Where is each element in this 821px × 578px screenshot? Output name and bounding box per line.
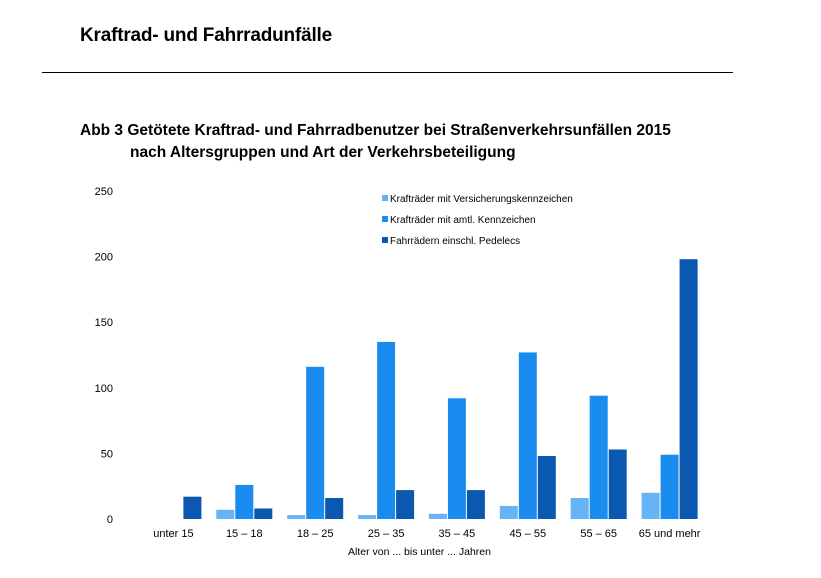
bar <box>641 492 660 519</box>
x-axis-ticks: unter 15 15 – 18 18 – 25 25 – 35 35 – 45 45 –… <box>153 528 701 540</box>
heading-divider <box>42 72 733 73</box>
bar <box>377 341 396 519</box>
figure-title-line2: nach Altersgruppen und Art der Verkehrsb… <box>130 144 516 161</box>
bar <box>306 366 325 519</box>
bar <box>254 508 273 519</box>
x-tick-label: 55 – 65 <box>580 528 617 540</box>
bar <box>679 259 698 519</box>
x-tick-label: unter 15 <box>153 528 193 540</box>
x-axis-title: Alter von ... bis unter ... Jahren <box>348 546 491 558</box>
x-tick-label: 15 – 18 <box>226 528 263 540</box>
legend-label: Krafträder mit Versicherungskennzeichen <box>390 194 573 205</box>
y-tick-label: 50 <box>101 448 113 460</box>
bar <box>358 515 377 519</box>
bar <box>589 395 608 519</box>
legend-swatch <box>382 195 388 201</box>
x-tick-label: 65 und mehr <box>639 528 701 540</box>
y-tick-label: 200 <box>95 252 113 264</box>
legend-swatch <box>382 237 388 243</box>
legend-swatch <box>382 216 388 222</box>
bar <box>466 490 485 519</box>
y-axis-ticks: 0 50 100 150 200 250 <box>95 186 113 526</box>
y-tick-label: 250 <box>95 186 113 198</box>
bar <box>660 454 679 519</box>
bar <box>499 505 518 519</box>
legend-label: Fahrrädern einschl. Pedelecs <box>390 236 520 247</box>
bar <box>325 498 344 519</box>
x-tick-label: 18 – 25 <box>297 528 334 540</box>
y-tick-label: 100 <box>95 383 113 395</box>
bar <box>447 398 466 519</box>
bar <box>396 490 415 519</box>
legend-label: Krafträder mit amtl. Kennzeichen <box>390 215 536 226</box>
figure-title: Abb 3 Getötete Kraftrad- und Fahrradbenu… <box>80 120 671 164</box>
bar <box>518 352 537 519</box>
x-tick-label: 25 – 35 <box>368 528 405 540</box>
y-tick-label: 0 <box>107 514 113 526</box>
bar <box>428 513 447 519</box>
bar <box>608 449 627 519</box>
bar <box>183 496 202 519</box>
bar <box>235 484 254 519</box>
bar <box>570 498 589 519</box>
chart-legend: Krafträder mit Versicherungskennzeichen K… <box>382 194 573 247</box>
page-heading: Kraftrad- und Fahrradunfälle <box>80 25 332 46</box>
x-tick-label: 35 – 45 <box>439 528 476 540</box>
y-tick-label: 150 <box>95 317 113 329</box>
x-tick-label: 45 – 55 <box>509 528 546 540</box>
bar <box>537 456 556 519</box>
bar <box>216 509 235 519</box>
figure-title-line1: Abb 3 Getötete Kraftrad- und Fahrradbenu… <box>80 122 671 139</box>
bar-group <box>183 259 698 519</box>
bar <box>287 515 306 519</box>
